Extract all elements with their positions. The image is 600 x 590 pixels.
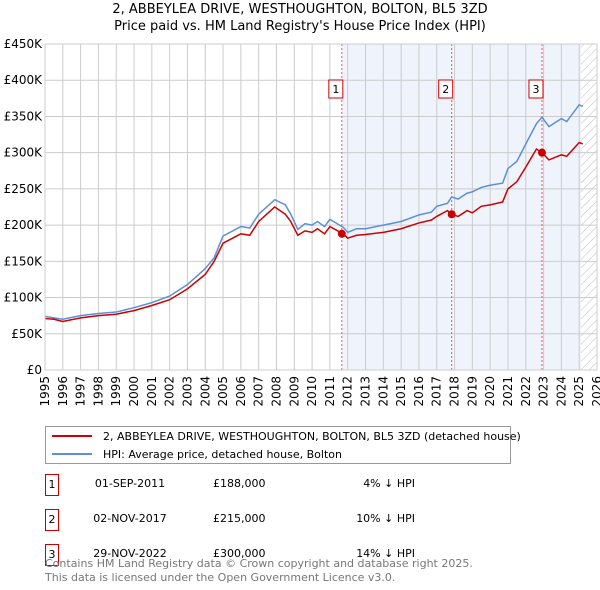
sale-row: 2 02-NOV-2017 £215,000 10% ↓ HPI	[45, 509, 445, 531]
series-line	[44, 103, 584, 321]
y-tick-label: £150K	[4, 254, 44, 268]
x-tick-label: 2002	[163, 376, 177, 407]
legend-item-hpi: HPI: Average price, detached house, Bolt…	[52, 445, 342, 463]
sale-row: 3 29-NOV-2022 £300,000 14% ↓ HPI	[45, 544, 445, 566]
y-tick-label: £0	[27, 363, 42, 377]
x-tick-label: 2014	[376, 376, 390, 407]
series-line	[44, 141, 584, 323]
x-tick-label: 2025	[572, 376, 586, 407]
x-tick-label: 2006	[234, 376, 248, 407]
x-tick-label: 2001	[145, 376, 159, 407]
x-tick-label: 2004	[198, 376, 212, 407]
x-tick-label: 2003	[180, 376, 194, 407]
x-tick-label: 2000	[127, 376, 141, 407]
shaded-period	[341, 44, 581, 370]
x-tick-label: 2017	[430, 376, 444, 407]
sale-label-box	[328, 79, 344, 99]
x-tick-label: 2011	[323, 376, 337, 407]
legend-label: 2, ABBEYLEA DRIVE, WESTHOUGHTON, BOLTON,…	[103, 429, 521, 443]
y-tick-label: £450K	[4, 37, 44, 51]
legend-label: HPI: Average price, detached house, Bolt…	[103, 447, 342, 461]
x-tick-label: 2015	[394, 376, 408, 407]
footer-line-2: This data is licensed under the Open Gov…	[45, 571, 396, 584]
sale-hpi: 14% ↓ HPI	[356, 547, 415, 560]
footer-line-1: Contains HM Land Registry data © Crown c…	[45, 557, 473, 570]
sale-date: 01-SEP-2011	[94, 477, 166, 490]
y-tick-label: £400K	[4, 73, 44, 87]
x-tick-label: 2009	[287, 376, 301, 407]
x-tick-label: 2019	[465, 376, 479, 407]
y-tick-label: £200K	[4, 218, 44, 232]
x-tick-label: 2018	[448, 376, 462, 407]
sale-point	[337, 229, 346, 238]
x-tick-label: 1998	[91, 376, 105, 407]
y-tick-label: £350K	[4, 109, 44, 123]
sale-price: £300,000	[213, 547, 266, 560]
plot-border	[44, 43, 598, 371]
sale-label-box	[528, 79, 544, 99]
sale-date: 29-NOV-2022	[93, 547, 167, 560]
x-tick-label: 2024	[554, 376, 568, 407]
x-tick-label: 2008	[269, 376, 283, 407]
legend-red-line	[52, 435, 92, 437]
x-tick-label: 2005	[216, 376, 230, 407]
sale-hpi: 10% ↓ HPI	[356, 512, 415, 525]
chart-subtitle: Price paid vs. HM Land Registry's House …	[114, 19, 486, 34]
sale-row: 1 01-SEP-2011 £188,000 4% ↓ HPI	[45, 474, 445, 496]
x-tick-label: 2021	[501, 376, 515, 407]
sale-label: 2	[442, 83, 449, 96]
sale-num: 3	[45, 544, 59, 566]
sale-point	[537, 148, 546, 157]
sale-label: 1	[332, 83, 339, 96]
y-tick-label: £50K	[11, 327, 43, 341]
y-tick-label: £300K	[4, 146, 44, 160]
plot-area: 1995 1996 1997 1998 1999 2000 2001 2002 2003 2004…	[4, 37, 600, 407]
legend: 2, ABBEYLEA DRIVE, WESTHOUGHTON, BOLTON,…	[45, 426, 521, 464]
sale-date: 02-NOV-2017	[93, 512, 167, 525]
sale-point	[447, 210, 456, 219]
legend-blue-line	[52, 453, 92, 455]
sale-hpi: 4% ↓ HPI	[363, 477, 415, 490]
sale-num: 1	[45, 474, 59, 496]
chart-title: 2, ABBEYLEA DRIVE, WESTHOUGHTON, BOLTON,…	[112, 2, 488, 17]
sale-label-box	[438, 79, 454, 99]
y-tick-label: £250K	[4, 182, 44, 196]
sale-label: 3	[532, 83, 539, 96]
x-tick-label: 2012	[341, 376, 355, 407]
sale-price: £215,000	[213, 512, 266, 525]
x-tick-label: 2026	[590, 376, 600, 407]
x-tick-label: 2022	[519, 376, 533, 407]
future-hatch	[580, 44, 597, 370]
x-tick-label: 2010	[305, 376, 319, 407]
x-tick-label: 2007	[252, 376, 266, 407]
x-tick-label: 1997	[74, 376, 88, 407]
x-tick-label: 2020	[483, 376, 497, 407]
x-tick-label: 2016	[412, 376, 426, 407]
x-tick-label: 1999	[109, 376, 123, 407]
sale-price: £188,000	[213, 477, 266, 490]
x-tick-label: 1996	[56, 376, 70, 407]
sale-num: 2	[45, 509, 59, 531]
x-tick-label: 2023	[537, 376, 551, 407]
legend-item-property: 2, ABBEYLEA DRIVE, WESTHOUGHTON, BOLTON,…	[52, 427, 521, 445]
y-tick-label: £100K	[4, 291, 44, 305]
x-tick-label: 2013	[359, 376, 373, 407]
x-tick-label: 1995	[38, 376, 52, 407]
